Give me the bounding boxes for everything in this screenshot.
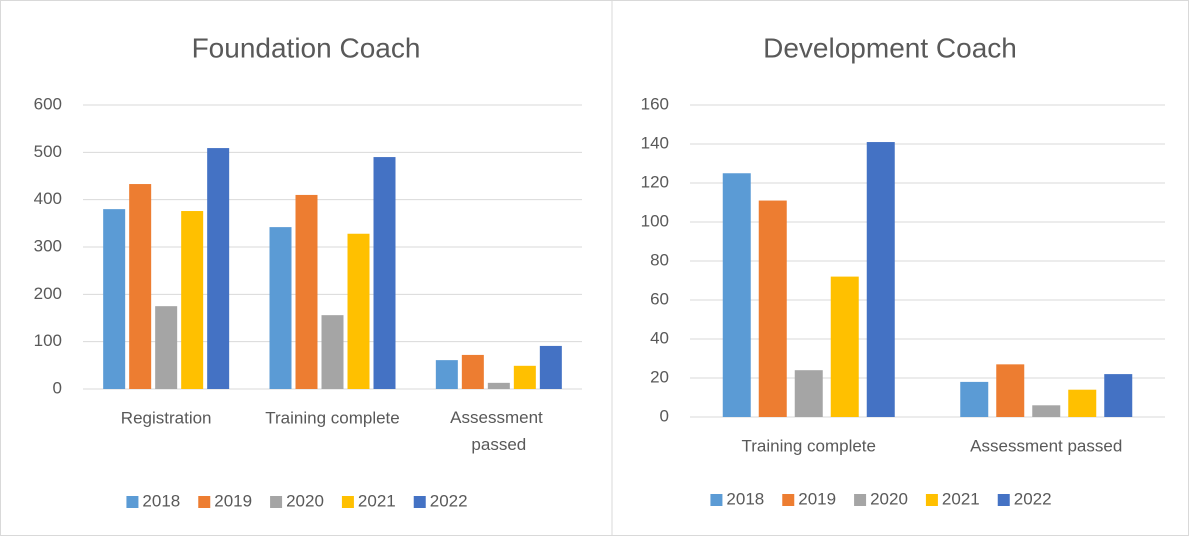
- legend-swatch: [710, 494, 723, 506]
- bar: [347, 233, 370, 389]
- legend-label: 2020: [870, 489, 908, 508]
- y-tick-label: 500: [34, 142, 62, 161]
- y-tick-label: 0: [53, 378, 62, 397]
- bar: [996, 364, 1025, 417]
- y-tick-label: 60: [650, 289, 669, 308]
- bar: [435, 360, 458, 389]
- bar: [539, 345, 562, 389]
- y-tick-label: 200: [34, 284, 62, 303]
- y-tick-label: 300: [34, 236, 62, 255]
- bar: [758, 200, 787, 417]
- bar: [373, 157, 396, 389]
- y-tick-label: 100: [34, 331, 62, 350]
- bar: [321, 315, 344, 389]
- bar: [461, 354, 484, 389]
- legend-swatch: [270, 496, 283, 508]
- chart-title: Foundation Coach: [192, 32, 421, 63]
- x-tick-label: Training complete: [265, 408, 400, 427]
- y-tick-label: 600: [34, 94, 62, 113]
- y-tick-label: 120: [641, 172, 669, 191]
- x-tick-label: Assessment passed: [970, 436, 1122, 455]
- bar: [830, 276, 859, 417]
- bar: [866, 142, 895, 418]
- bar: [103, 209, 126, 389]
- bar: [960, 381, 989, 417]
- legend-swatch: [341, 496, 354, 508]
- y-tick-label: 20: [650, 367, 669, 386]
- legend-swatch: [925, 494, 938, 506]
- legend-label: 2018: [142, 491, 180, 510]
- bar: [1104, 374, 1133, 417]
- legend-swatch: [126, 496, 139, 508]
- legend-label: 2020: [286, 491, 324, 510]
- bar: [513, 365, 536, 389]
- x-tick-label: Registration: [121, 408, 212, 427]
- bar: [1032, 405, 1061, 417]
- bar: [207, 148, 230, 389]
- bar: [181, 211, 204, 389]
- bar: [295, 194, 318, 389]
- legend-swatch: [782, 494, 795, 506]
- legend-swatch: [997, 494, 1010, 506]
- legend-label: 2019: [214, 491, 252, 510]
- legend-swatch: [198, 496, 211, 508]
- bar: [269, 227, 292, 389]
- bar: [155, 306, 178, 389]
- bar: [487, 382, 510, 389]
- bar: [129, 184, 152, 389]
- legend-label: 2021: [358, 491, 396, 510]
- y-tick-label: 140: [641, 133, 669, 152]
- chart-title: Development Coach: [763, 32, 1017, 63]
- y-tick-label: 80: [650, 250, 669, 269]
- legend-swatch: [413, 496, 426, 508]
- legend-label: 2022: [430, 491, 468, 510]
- x-tick-label: Training complete: [742, 436, 877, 455]
- y-tick-label: 160: [641, 94, 669, 113]
- y-tick-label: 100: [641, 211, 669, 230]
- legend-label: 2021: [942, 489, 980, 508]
- legend-label: 2019: [798, 489, 836, 508]
- x-tick-label: Assessment passed: [450, 408, 547, 454]
- legend-label: 2018: [726, 489, 764, 508]
- bar: [794, 370, 823, 417]
- bar: [1068, 389, 1097, 417]
- y-tick-label: 400: [34, 189, 62, 208]
- y-tick-label: 40: [650, 328, 669, 347]
- bar: [722, 173, 751, 417]
- y-tick-label: 0: [660, 406, 669, 425]
- legend-swatch: [854, 494, 867, 506]
- legend-label: 2022: [1014, 489, 1052, 508]
